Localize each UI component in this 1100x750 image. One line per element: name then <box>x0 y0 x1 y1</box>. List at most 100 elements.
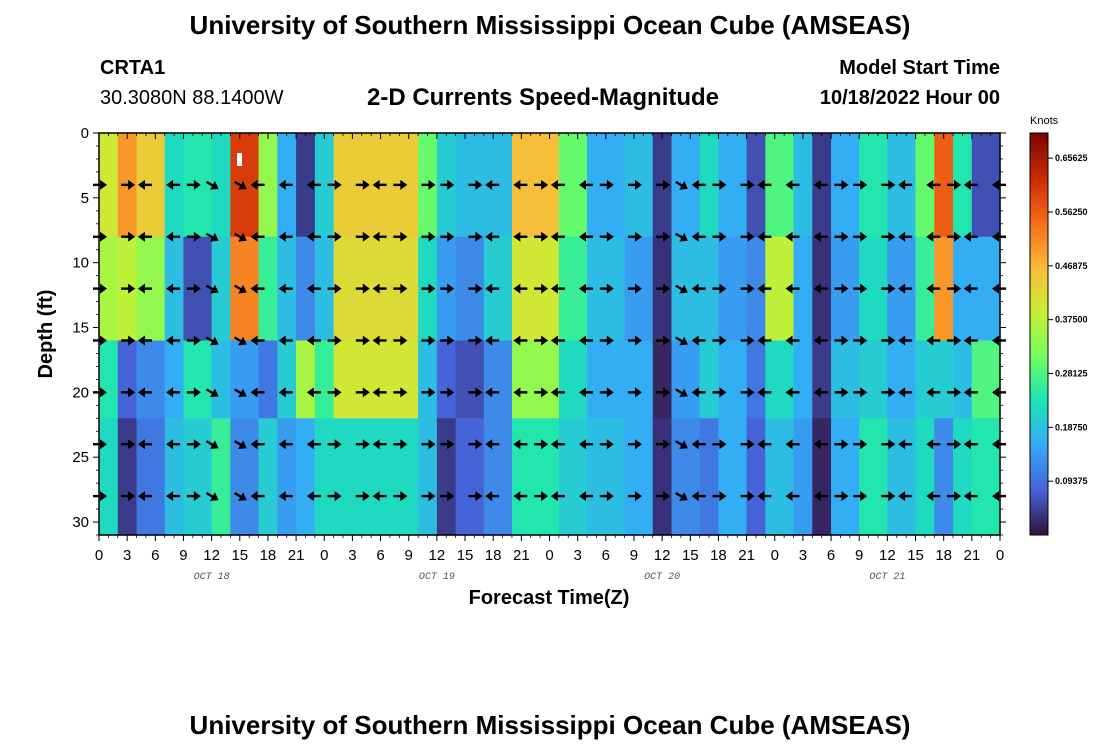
current-arrow <box>740 335 755 346</box>
current-arrow-head <box>334 439 342 450</box>
current-arrow <box>166 335 181 346</box>
heatmap-cell <box>258 340 278 419</box>
current-arrow <box>372 491 387 502</box>
current-arrow <box>712 231 727 242</box>
colorbar-labels: 0.65625 0.56250 0.46875 0.37500 0.28125 0.187… <box>1048 153 1088 486</box>
y-tick-label: 5 <box>81 190 89 207</box>
current-arrow-head <box>813 491 821 502</box>
current-arrow <box>926 335 941 346</box>
current-arrow-head <box>362 231 370 242</box>
current-arrow-head <box>250 231 258 242</box>
x-tick-label: 15 <box>682 547 699 564</box>
current-arrow <box>926 283 941 294</box>
current-arrow-head <box>209 492 219 501</box>
current-arrow <box>691 439 706 450</box>
x-tick-label: 3 <box>573 547 581 564</box>
x-tick-label: 6 <box>376 547 384 564</box>
current-arrow-head <box>372 387 380 398</box>
footer-title: University of Southern Mississippi Ocean… <box>189 710 911 740</box>
current-arrow-head <box>719 231 727 242</box>
current-arrow-head <box>550 231 558 242</box>
current-arrow <box>785 283 800 294</box>
current-arrow-head <box>334 179 342 190</box>
current-arrow-head <box>193 231 201 242</box>
heatmap-cell <box>296 133 316 238</box>
x-tick-label: 0 <box>545 547 553 564</box>
current-arrow <box>834 387 849 398</box>
current-arrow <box>355 387 370 398</box>
current-arrow <box>550 491 565 502</box>
current-arrow-head <box>137 231 145 242</box>
current-arrow-head <box>400 283 408 294</box>
current-arrow <box>785 231 800 242</box>
current-arrow-head <box>888 439 896 450</box>
current-arrow-head <box>954 387 962 398</box>
current-arrow <box>834 439 849 450</box>
current-arrow <box>186 491 201 502</box>
heatmap-cell <box>117 418 138 536</box>
current-arrow <box>468 387 483 398</box>
current-arrow <box>656 179 671 190</box>
current-arrow <box>421 335 436 346</box>
current-arrow-head <box>447 335 455 346</box>
current-arrow-head <box>719 179 727 190</box>
current-arrow <box>740 387 755 398</box>
current-arrow <box>513 179 528 190</box>
heatmap-cell <box>418 418 438 536</box>
y-tick-label: 15 <box>72 320 89 337</box>
heatmap-cell <box>699 340 720 419</box>
current-arrow <box>947 179 962 190</box>
heatmap-cell <box>915 133 935 238</box>
current-arrow-head <box>137 179 145 190</box>
current-arrow-head <box>541 387 549 398</box>
current-arrow <box>327 283 342 294</box>
current-arrow <box>675 336 688 346</box>
model-start-label: Model Start Time <box>839 57 1000 79</box>
current-arrow-head <box>128 335 136 346</box>
current-arrow <box>627 439 642 450</box>
heatmap-cell <box>333 418 419 536</box>
current-arrow <box>534 179 549 190</box>
current-arrow-head <box>579 179 587 190</box>
current-arrow-head <box>166 179 174 190</box>
current-arrow-head <box>954 231 962 242</box>
current-arrow-head <box>579 231 587 242</box>
current-arrow-head <box>888 231 896 242</box>
x-tick-label: 21 <box>738 547 755 564</box>
current-arrow <box>166 387 181 398</box>
current-arrow <box>372 179 387 190</box>
heatmap-cell <box>455 418 485 536</box>
current-arrow <box>813 283 828 294</box>
current-arrow-head <box>963 283 971 294</box>
current-arrow-head <box>954 179 962 190</box>
date-label: OCT 21 <box>869 572 905 583</box>
current-arrow-head <box>813 179 821 190</box>
current-arrow <box>813 439 828 450</box>
current-arrow-head <box>606 491 614 502</box>
current-arrow <box>440 179 455 190</box>
current-arrow-head <box>579 335 587 346</box>
current-arrow-head <box>475 179 483 190</box>
current-arrow-head <box>757 439 765 450</box>
current-arrow <box>440 491 455 502</box>
heatmap-cell <box>859 340 888 419</box>
current-arrow <box>355 439 370 450</box>
current-arrow <box>233 336 247 346</box>
current-arrow <box>205 232 219 242</box>
current-arrow-head <box>663 231 671 242</box>
current-arrow <box>393 491 408 502</box>
current-arrow <box>250 491 265 502</box>
current-arrow-head <box>250 283 258 294</box>
current-arrow-head <box>898 231 906 242</box>
current-arrow-head <box>447 231 455 242</box>
current-arrow-head <box>485 387 493 398</box>
heatmap-cell <box>887 418 917 536</box>
current-arrow <box>599 491 614 502</box>
current-arrow <box>278 231 293 242</box>
current-arrow-head <box>334 283 342 294</box>
heatmap-cell <box>971 340 1001 419</box>
current-arrow-head <box>128 179 136 190</box>
current-arrow <box>599 179 614 190</box>
x-tick-label: 15 <box>457 547 474 564</box>
current-arrow-head <box>663 283 671 294</box>
